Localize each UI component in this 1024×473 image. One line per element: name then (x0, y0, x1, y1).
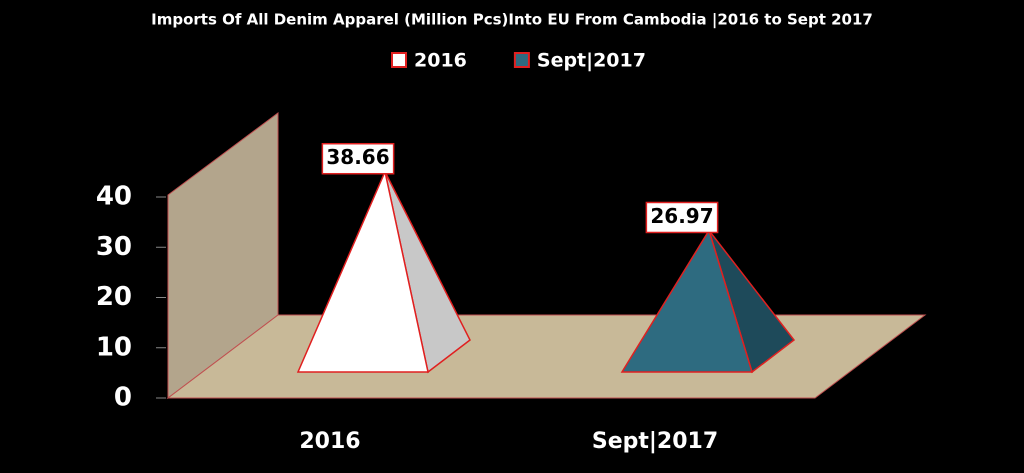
data-label-box (645, 201, 719, 234)
data-label-box (321, 142, 395, 175)
floor (166, 314, 927, 399)
y-tick-label: 10 (96, 332, 132, 362)
y-tick-label: 20 (96, 282, 132, 312)
x-tick-label: 2016 (299, 429, 360, 454)
legend-label: 2016 (414, 50, 467, 72)
y-tick-label: 30 (96, 232, 132, 262)
data-label: 26.97 (650, 204, 713, 228)
y-tick-label: 0 (114, 383, 132, 413)
legend-label: Sept|2017 (537, 50, 646, 72)
pyramid-front (620, 228, 754, 373)
data-label: 38.66 (326, 145, 389, 169)
legend-swatch (513, 52, 530, 68)
pyramid-front (296, 169, 429, 373)
chart-title: Imports Of All Denim Apparel (Million Pc… (151, 11, 873, 30)
x-tick-label: Sept|2017 (592, 429, 718, 454)
y-tick-label: 40 (96, 182, 132, 212)
legend-swatch (391, 52, 407, 68)
